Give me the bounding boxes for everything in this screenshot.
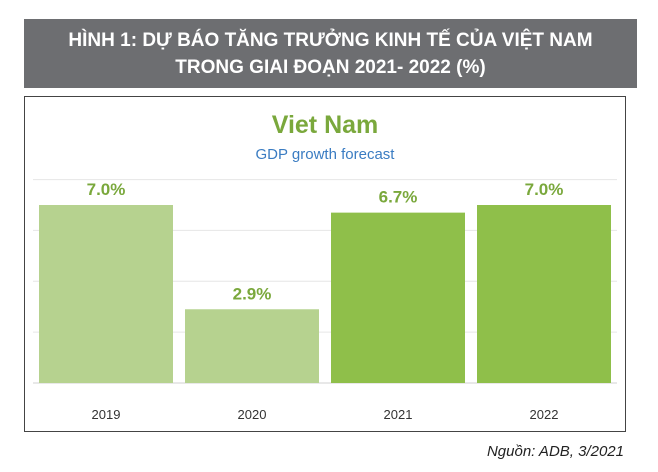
bar-2020: [185, 309, 319, 383]
value-label-2020: 2.9%: [233, 284, 272, 303]
bar-2021: [331, 212, 465, 383]
figure-header: HÌNH 1: DỰ BÁO TĂNG TRƯỞNG KINH TẾ CỦA V…: [24, 19, 637, 88]
value-label-2021: 6.7%: [379, 188, 418, 207]
bar-chart: Viet Nam GDP growth forecast 7.0% 2019 2.9…: [33, 111, 617, 422]
chart-title: Viet Nam: [272, 111, 379, 139]
x-tick-label-2021: 2021: [384, 407, 413, 422]
figure-title-line-1: HÌNH 1: DỰ BÁO TĂNG TRƯỞNG KINH TẾ CỦA V…: [68, 29, 593, 51]
bar-2019: [39, 205, 173, 383]
bar-2022: [477, 205, 611, 383]
x-tick-label-2022: 2022: [530, 407, 559, 422]
x-tick-label-2020: 2020: [238, 407, 267, 422]
figure-title-line-2: TRONG GIAI ĐOẠN 2021- 2022 (%): [175, 56, 486, 78]
value-label-2019: 7.0%: [87, 180, 126, 199]
chart-bars: 7.0% 2019 2.9% 2020 6.7% 2021 7.0% 2022: [39, 180, 611, 422]
value-label-2022: 7.0%: [525, 180, 564, 199]
source-note: Nguồn: ADB, 3/2021: [486, 443, 624, 460]
chart-subtitle: GDP growth forecast: [256, 146, 396, 163]
chart-frame: Viet Nam GDP growth forecast 7.0% 2019 2.9…: [24, 96, 626, 432]
x-tick-label-2019: 2019: [92, 407, 121, 422]
